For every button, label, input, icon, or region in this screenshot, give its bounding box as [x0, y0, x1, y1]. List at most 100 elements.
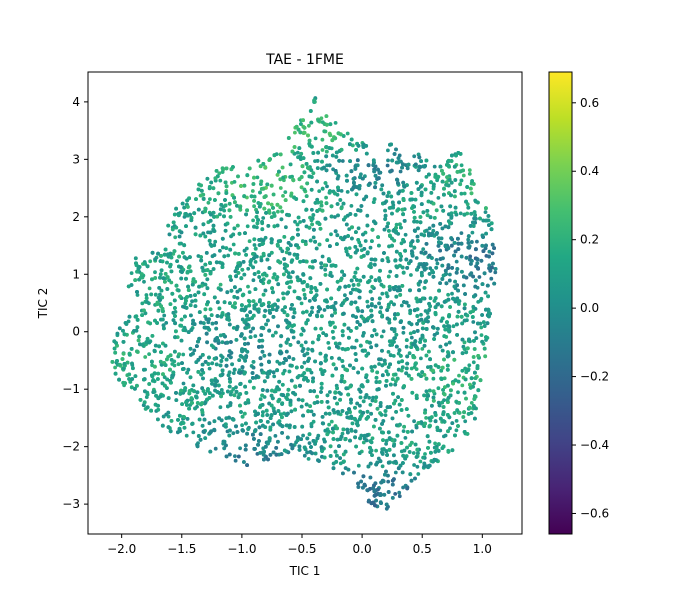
scatter-point	[177, 241, 182, 246]
scatter-point	[328, 390, 332, 394]
scatter-point	[380, 348, 384, 353]
scatter-point	[206, 200, 211, 205]
scatter-point	[363, 239, 368, 243]
scatter-point	[391, 205, 395, 210]
scatter-point	[180, 402, 185, 406]
scatter-point	[344, 222, 349, 227]
scatter-point	[177, 234, 182, 239]
scatter-point	[448, 305, 452, 309]
scatter-point	[240, 423, 245, 428]
scatter-point	[358, 403, 362, 408]
scatter-point	[276, 298, 280, 303]
scatter-point	[133, 256, 138, 261]
scatter-point	[281, 194, 285, 198]
scatter-point	[412, 419, 416, 424]
scatter-point	[247, 299, 252, 304]
scatter-point	[388, 269, 393, 274]
scatter-point	[480, 243, 485, 248]
scatter-point	[468, 272, 473, 277]
scatter-point	[343, 293, 347, 298]
scatter-point	[434, 265, 439, 270]
scatter-point	[389, 300, 394, 304]
scatter-point	[285, 397, 290, 401]
scatter-point	[242, 272, 247, 277]
scatter-point	[284, 225, 288, 230]
scatter-point	[483, 210, 488, 215]
scatter-point	[354, 338, 359, 343]
scatter-point	[251, 218, 256, 223]
scatter-point	[425, 213, 430, 218]
scatter-point	[370, 436, 375, 441]
scatter-point	[228, 215, 233, 219]
scatter-point	[327, 422, 331, 427]
scatter-point	[397, 490, 402, 495]
scatter-point	[231, 387, 236, 391]
scatter-point	[244, 326, 249, 330]
scatter-point	[306, 347, 310, 351]
scatter-point	[408, 331, 413, 336]
scatter-point	[311, 235, 316, 240]
scatter-point	[156, 417, 160, 422]
scatter-point	[205, 176, 210, 181]
scatter-point	[153, 276, 158, 280]
scatter-point	[307, 441, 312, 445]
scatter-point	[276, 209, 280, 214]
scatter-point	[320, 137, 325, 142]
scatter-point	[304, 224, 309, 229]
scatter-point	[182, 205, 187, 210]
scatter-point	[452, 411, 457, 415]
scatter-point	[231, 326, 236, 330]
scatter-point	[319, 326, 323, 331]
scatter-point	[261, 216, 266, 220]
scatter-point	[233, 458, 238, 463]
scatter-point	[300, 424, 305, 429]
scatter-point	[384, 438, 389, 443]
scatter-point	[404, 344, 409, 349]
scatter-point	[403, 232, 408, 237]
scatter-point	[298, 259, 302, 264]
scatter-point	[307, 123, 311, 128]
scatter-point	[471, 182, 476, 186]
scatter-point	[261, 251, 266, 256]
scatter-point	[386, 148, 390, 153]
scatter-point	[392, 453, 396, 458]
scatter-point	[368, 245, 373, 250]
scatter-point	[377, 380, 382, 384]
scatter-point	[370, 239, 374, 244]
scatter-point	[204, 317, 209, 321]
scatter-point	[354, 444, 358, 449]
scatter-point	[324, 195, 328, 200]
scatter-point	[442, 376, 447, 381]
scatter-point	[367, 395, 371, 400]
scatter-point	[140, 301, 145, 306]
scatter-point	[460, 269, 464, 274]
scatter-point	[479, 325, 484, 330]
scatter-point	[252, 237, 257, 242]
scatter-point	[468, 382, 472, 387]
scatter-point	[434, 258, 439, 262]
scatter-point	[459, 191, 464, 196]
scatter-point	[427, 226, 432, 231]
scatter-point	[168, 302, 173, 306]
scatter-point	[414, 367, 419, 371]
scatter-point	[323, 273, 328, 277]
scatter-point	[380, 183, 385, 188]
scatter-point	[397, 494, 402, 499]
scatter-point	[280, 249, 285, 254]
scatter-point	[231, 371, 236, 375]
scatter-point	[252, 175, 256, 180]
scatter-point	[341, 471, 345, 476]
scatter-point	[487, 263, 492, 268]
scatter-point	[369, 345, 373, 350]
scatter-point	[423, 452, 427, 456]
scatter-point	[231, 242, 236, 247]
scatter-point	[391, 354, 396, 358]
scatter-point	[461, 415, 466, 419]
scatter-point	[211, 186, 216, 191]
scatter-point	[261, 410, 265, 414]
scatter-point	[335, 344, 339, 349]
scatter-point	[415, 219, 419, 224]
scatter-point	[378, 401, 383, 405]
scatter-point	[208, 197, 212, 202]
scatter-point	[331, 320, 335, 325]
